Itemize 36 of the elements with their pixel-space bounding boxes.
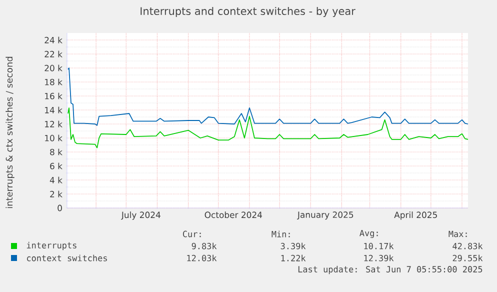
y-tick-label: 12 k — [45, 120, 62, 128]
text: Max: — [448, 230, 467, 238]
text: Last update: Sat Jun 7 05:55:00 2025 — [298, 266, 482, 274]
x-tick-label: April 2025 — [394, 212, 437, 220]
text: 9.83k — [192, 242, 217, 250]
text: Min: — [272, 230, 290, 238]
chart-title: Interrupts and context switches - by year — [140, 6, 356, 18]
y-tick-label: 16 k — [45, 92, 62, 100]
text: 1.22k — [281, 254, 306, 262]
x-tick-label: July 2024 — [121, 212, 160, 220]
y-tick-label: 10 k — [45, 134, 62, 142]
legend-label: context switches — [27, 254, 107, 262]
y-tick-label: 0 — [58, 204, 62, 212]
line-series — [68, 68, 468, 126]
x-tick-label: January 2025 — [297, 212, 354, 220]
y-axis-title: interrupts & ctx switches / second — [6, 56, 14, 208]
x-tick-label: October 2024 — [204, 212, 262, 218]
legend-label: interrupts — [26, 242, 76, 250]
y-tick-label: 4 k — [50, 176, 62, 184]
text: 3.39k — [280, 242, 306, 250]
y-tick-label: 2 k — [50, 190, 62, 198]
y-tick-label: 14 k — [45, 106, 62, 114]
y-tick-label: 18 k — [45, 78, 62, 86]
y-tick-label: 8 k — [50, 148, 62, 156]
text: 42.83k — [452, 242, 483, 250]
text: Avg: — [360, 230, 378, 238]
y-tick-label: 6 k — [50, 162, 62, 170]
line-series — [68, 107, 468, 148]
y-tick-label: 22 k — [44, 50, 62, 58]
text: 29.55k — [452, 254, 483, 262]
text: 12.03k — [187, 254, 217, 262]
text: Cur: — [182, 230, 201, 238]
text: 10.17k — [364, 242, 394, 250]
y-tick-label: 24 k — [44, 36, 62, 44]
y-tick-label: 20 k — [44, 64, 62, 72]
text: 12.39k — [364, 254, 394, 262]
